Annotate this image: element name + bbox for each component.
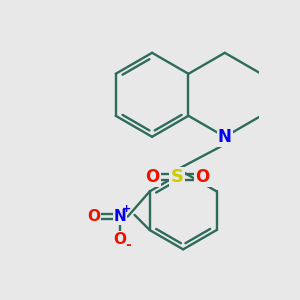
Text: +: + xyxy=(122,204,131,214)
Text: S: S xyxy=(171,168,184,186)
Text: O: O xyxy=(87,209,100,224)
Text: O: O xyxy=(114,232,127,247)
Text: O: O xyxy=(195,168,210,186)
Text: -: - xyxy=(126,238,131,252)
Text: O: O xyxy=(145,168,159,186)
Text: N: N xyxy=(114,209,127,224)
Text: N: N xyxy=(218,128,232,146)
